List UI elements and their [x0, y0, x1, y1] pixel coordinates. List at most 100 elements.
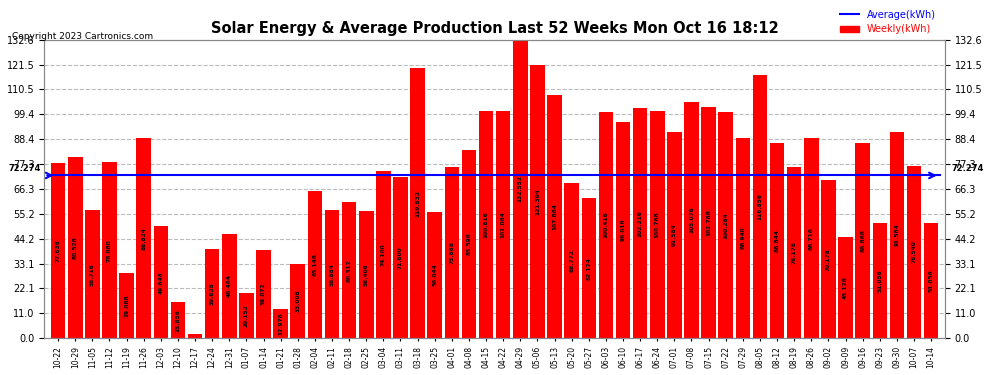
Text: 45.128: 45.128: [843, 276, 848, 299]
Bar: [719, 112, 733, 338]
Bar: [513, 40, 528, 338]
Text: 101.064: 101.064: [501, 211, 506, 238]
Text: 33.008: 33.008: [295, 290, 300, 312]
Text: 76.176: 76.176: [792, 241, 797, 264]
Text: 70.178: 70.178: [826, 248, 831, 270]
Bar: [102, 162, 117, 338]
Bar: [376, 171, 391, 338]
Bar: [428, 212, 442, 338]
Text: 86.844: 86.844: [774, 229, 779, 252]
Text: 132.552: 132.552: [518, 176, 523, 202]
Bar: [68, 157, 82, 338]
Text: 60.312: 60.312: [346, 259, 351, 282]
Text: 121.394: 121.394: [535, 188, 540, 215]
Bar: [839, 237, 852, 338]
Bar: [547, 95, 561, 338]
Bar: [907, 166, 922, 338]
Bar: [359, 211, 373, 338]
Bar: [496, 111, 511, 338]
Text: 56.716: 56.716: [90, 263, 95, 286]
Bar: [222, 234, 237, 338]
Text: 80.528: 80.528: [72, 236, 78, 259]
Text: 46.464: 46.464: [227, 274, 232, 297]
Text: 119.832: 119.832: [415, 190, 420, 217]
Bar: [599, 112, 613, 338]
Bar: [855, 142, 870, 338]
Bar: [50, 164, 65, 338]
Text: 96.016: 96.016: [621, 219, 626, 242]
Bar: [890, 132, 904, 338]
Bar: [256, 250, 271, 338]
Text: 116.856: 116.856: [757, 193, 762, 220]
Text: 75.868: 75.868: [449, 242, 454, 264]
Bar: [120, 273, 134, 338]
Bar: [616, 122, 631, 338]
Bar: [564, 183, 579, 338]
Bar: [170, 303, 185, 338]
Text: 77.636: 77.636: [55, 239, 60, 262]
Text: 39.072: 39.072: [261, 283, 266, 306]
Bar: [787, 166, 802, 338]
Bar: [393, 177, 408, 338]
Bar: [342, 202, 356, 338]
Text: 74.100: 74.100: [381, 243, 386, 266]
Bar: [461, 150, 476, 338]
Text: 105.076: 105.076: [689, 207, 694, 233]
Text: 100.284: 100.284: [724, 212, 729, 238]
Legend: Average(kWh), Weekly(kWh): Average(kWh), Weekly(kWh): [836, 6, 940, 38]
Text: 39.628: 39.628: [210, 282, 215, 305]
Text: 102.768: 102.768: [706, 209, 711, 236]
Text: 68.772: 68.772: [569, 249, 574, 272]
Bar: [153, 226, 168, 338]
Bar: [479, 111, 493, 338]
Bar: [410, 68, 425, 338]
Bar: [736, 138, 750, 338]
Bar: [872, 223, 887, 338]
Text: 91.584: 91.584: [894, 224, 899, 246]
Bar: [188, 334, 202, 338]
Bar: [445, 167, 459, 338]
Bar: [684, 102, 699, 338]
Text: 72.274: 72.274: [951, 164, 984, 173]
Bar: [633, 108, 647, 338]
Bar: [581, 198, 596, 338]
Bar: [290, 264, 305, 338]
Text: 56.044: 56.044: [433, 264, 438, 286]
Text: 56.406: 56.406: [363, 263, 368, 286]
Bar: [667, 132, 682, 338]
Bar: [325, 210, 340, 338]
Text: 20.152: 20.152: [244, 304, 248, 327]
Bar: [137, 138, 151, 338]
Bar: [650, 111, 664, 338]
Bar: [205, 249, 220, 338]
Text: 56.884: 56.884: [330, 263, 335, 286]
Bar: [821, 180, 836, 338]
Text: 71.600: 71.600: [398, 246, 403, 269]
Bar: [752, 75, 767, 338]
Text: 88.716: 88.716: [809, 227, 814, 250]
Text: 12.976: 12.976: [278, 312, 283, 335]
Bar: [924, 223, 939, 338]
Text: 100.416: 100.416: [603, 212, 609, 238]
Bar: [240, 293, 253, 338]
Text: 51.056: 51.056: [877, 269, 882, 292]
Bar: [273, 309, 288, 338]
Text: 15.856: 15.856: [175, 309, 180, 332]
Text: 88.824: 88.824: [142, 227, 147, 250]
Text: 51.056: 51.056: [929, 269, 934, 292]
Bar: [531, 65, 544, 338]
Bar: [770, 142, 784, 338]
Text: 78.080: 78.080: [107, 239, 112, 262]
Text: 86.868: 86.868: [860, 229, 865, 252]
Text: 91.584: 91.584: [672, 224, 677, 246]
Text: 65.148: 65.148: [313, 254, 318, 276]
Bar: [701, 107, 716, 338]
Text: 100.816: 100.816: [483, 211, 489, 238]
Text: 88.940: 88.940: [741, 227, 745, 249]
Text: 72.274: 72.274: [9, 164, 41, 173]
Text: 102.216: 102.216: [638, 210, 643, 237]
Text: 49.646: 49.646: [158, 271, 163, 294]
Text: 29.088: 29.088: [124, 294, 129, 317]
Title: Solar Energy & Average Production Last 52 Weeks Mon Oct 16 18:12: Solar Energy & Average Production Last 5…: [211, 21, 778, 36]
Text: 76.540: 76.540: [912, 241, 917, 263]
